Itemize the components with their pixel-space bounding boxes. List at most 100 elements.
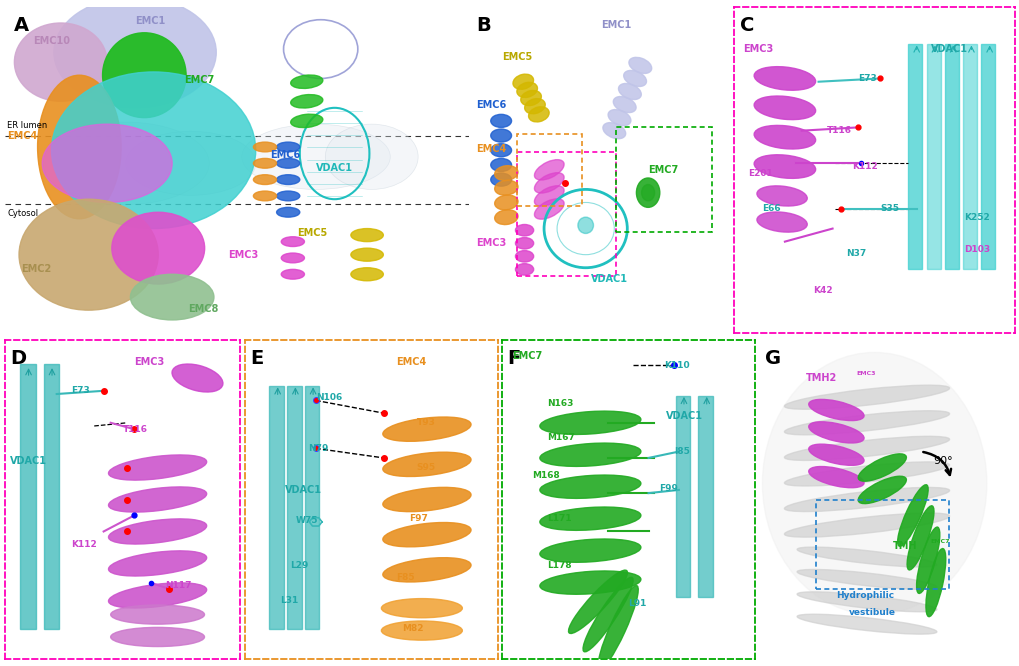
Ellipse shape xyxy=(381,621,462,640)
Text: F97: F97 xyxy=(409,514,428,523)
Text: EMC6: EMC6 xyxy=(476,99,506,110)
Text: EMC7: EMC7 xyxy=(930,539,950,543)
Ellipse shape xyxy=(534,186,564,206)
Ellipse shape xyxy=(784,436,949,460)
Text: L171: L171 xyxy=(547,514,572,523)
Ellipse shape xyxy=(623,71,646,87)
Ellipse shape xyxy=(253,142,276,152)
Text: EMC4: EMC4 xyxy=(396,357,426,367)
FancyBboxPatch shape xyxy=(698,396,712,597)
Ellipse shape xyxy=(629,57,651,73)
Text: B: B xyxy=(476,17,491,35)
Ellipse shape xyxy=(517,83,537,97)
Ellipse shape xyxy=(597,585,638,666)
Ellipse shape xyxy=(54,0,216,108)
Text: VDAC1: VDAC1 xyxy=(316,163,353,173)
Ellipse shape xyxy=(539,475,640,498)
Ellipse shape xyxy=(490,115,512,127)
Text: N106: N106 xyxy=(315,393,341,402)
Text: T116: T116 xyxy=(122,425,148,434)
Ellipse shape xyxy=(808,422,863,443)
Text: L91: L91 xyxy=(628,599,646,608)
Text: M168: M168 xyxy=(532,471,559,480)
FancyBboxPatch shape xyxy=(269,386,283,629)
Text: EMC1: EMC1 xyxy=(601,19,631,29)
Ellipse shape xyxy=(108,455,207,480)
Ellipse shape xyxy=(539,539,640,562)
Ellipse shape xyxy=(534,172,564,193)
Text: N117: N117 xyxy=(164,581,191,590)
Text: vestibule: vestibule xyxy=(848,609,896,617)
Text: EMC3: EMC3 xyxy=(135,357,164,367)
Ellipse shape xyxy=(14,23,107,101)
Text: EMC7: EMC7 xyxy=(647,165,678,175)
Ellipse shape xyxy=(381,599,462,618)
Text: TMH: TMH xyxy=(892,541,916,551)
Text: EMC3: EMC3 xyxy=(856,371,875,376)
Text: D: D xyxy=(10,349,25,368)
Ellipse shape xyxy=(276,159,300,168)
Ellipse shape xyxy=(636,178,659,207)
Text: EMC6: EMC6 xyxy=(269,150,300,160)
Ellipse shape xyxy=(539,411,640,434)
Ellipse shape xyxy=(494,180,518,195)
Text: EMC10: EMC10 xyxy=(33,36,70,46)
Ellipse shape xyxy=(906,505,933,570)
Ellipse shape xyxy=(111,605,205,624)
Ellipse shape xyxy=(276,142,300,152)
FancyBboxPatch shape xyxy=(305,386,319,629)
Ellipse shape xyxy=(490,173,512,186)
Ellipse shape xyxy=(242,124,390,189)
Text: N79: N79 xyxy=(308,444,328,453)
Ellipse shape xyxy=(797,569,935,589)
Ellipse shape xyxy=(515,264,533,275)
Text: K252: K252 xyxy=(964,212,989,222)
Ellipse shape xyxy=(281,236,304,246)
FancyBboxPatch shape xyxy=(286,386,302,629)
FancyBboxPatch shape xyxy=(962,44,976,269)
Ellipse shape xyxy=(534,160,564,180)
FancyBboxPatch shape xyxy=(20,364,36,629)
Text: W75: W75 xyxy=(296,515,318,525)
Ellipse shape xyxy=(52,72,256,228)
Text: K110: K110 xyxy=(663,361,689,370)
Ellipse shape xyxy=(382,452,471,476)
Ellipse shape xyxy=(784,411,949,435)
Text: EMC3: EMC3 xyxy=(227,250,258,260)
Ellipse shape xyxy=(19,199,158,310)
FancyBboxPatch shape xyxy=(980,44,995,269)
Text: EMC4: EMC4 xyxy=(7,131,38,141)
Text: VDAC1: VDAC1 xyxy=(590,274,628,284)
Ellipse shape xyxy=(42,122,209,204)
Ellipse shape xyxy=(382,557,471,582)
Text: I85: I85 xyxy=(674,447,689,456)
Text: M82: M82 xyxy=(401,625,423,633)
Ellipse shape xyxy=(351,268,383,281)
Ellipse shape xyxy=(784,513,949,537)
Ellipse shape xyxy=(490,129,512,142)
Text: E66: E66 xyxy=(761,204,781,214)
Ellipse shape xyxy=(276,207,300,217)
Ellipse shape xyxy=(756,212,806,232)
Text: 90°: 90° xyxy=(932,456,952,466)
Ellipse shape xyxy=(761,352,986,615)
Text: K112: K112 xyxy=(852,162,877,171)
Text: K112: K112 xyxy=(70,539,97,549)
Ellipse shape xyxy=(784,488,949,511)
Ellipse shape xyxy=(808,444,863,466)
Ellipse shape xyxy=(111,627,205,647)
Text: Hydrophilic: Hydrophilic xyxy=(836,591,894,600)
Text: L31: L31 xyxy=(280,595,299,605)
Text: EMC7: EMC7 xyxy=(512,350,542,361)
Ellipse shape xyxy=(125,131,256,195)
Text: E73: E73 xyxy=(70,386,90,396)
Text: EMC3: EMC3 xyxy=(742,44,772,54)
Ellipse shape xyxy=(108,551,207,576)
Ellipse shape xyxy=(513,74,533,89)
Ellipse shape xyxy=(290,75,323,89)
Ellipse shape xyxy=(382,523,471,547)
Text: EMC1: EMC1 xyxy=(135,17,165,27)
Text: EMC4: EMC4 xyxy=(476,144,506,154)
Text: G: G xyxy=(764,349,781,368)
Text: E201: E201 xyxy=(748,168,772,178)
